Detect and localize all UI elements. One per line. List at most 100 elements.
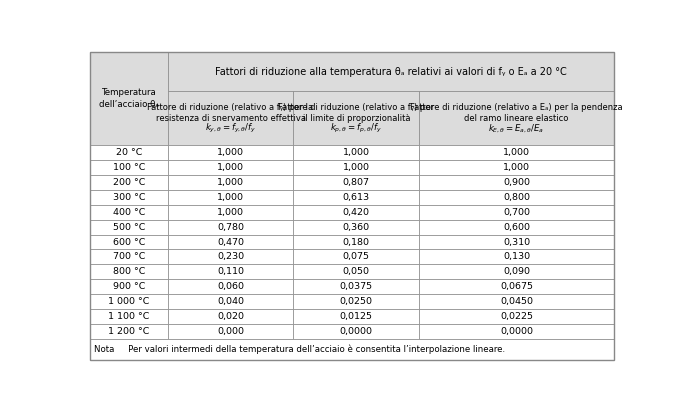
Bar (419, 160, 614, 175)
Text: 0,613: 0,613 (343, 193, 370, 202)
Text: 0,900: 0,900 (503, 178, 530, 187)
Text: 0,075: 0,075 (343, 252, 370, 261)
Bar (168, 294, 293, 309)
Bar (168, 145, 293, 160)
Bar (90, 160, 168, 175)
Text: 1,000: 1,000 (503, 163, 530, 172)
Text: 0,0225: 0,0225 (500, 312, 533, 321)
Text: 0,700: 0,700 (503, 208, 530, 217)
Bar (293, 160, 419, 175)
Text: $k_{E,\theta} = E_{a,\theta}/E_a$: $k_{E,\theta} = E_{a,\theta}/E_a$ (488, 123, 545, 135)
Bar (293, 190, 419, 205)
Text: 0,000: 0,000 (217, 327, 244, 336)
Bar (90, 264, 168, 279)
Bar (293, 309, 419, 324)
Text: Fattore di riduzione (relativo a fᵧ) per la: Fattore di riduzione (relativo a fᵧ) per… (148, 103, 313, 112)
Bar (293, 249, 419, 264)
Bar (168, 234, 293, 249)
Bar (90, 220, 168, 234)
Bar (168, 279, 293, 294)
Bar (419, 220, 614, 234)
Bar (419, 205, 614, 220)
Text: 1,000: 1,000 (217, 178, 244, 187)
Text: 1 200 °C: 1 200 °C (109, 327, 150, 336)
Bar (168, 309, 293, 324)
Bar (293, 294, 419, 309)
Text: 0,600: 0,600 (503, 223, 530, 232)
Text: 0,0125: 0,0125 (340, 312, 373, 321)
Bar (90, 339, 614, 360)
Bar (419, 279, 614, 294)
Bar (293, 264, 419, 279)
Text: 0,470: 0,470 (217, 238, 244, 247)
Bar (168, 52, 614, 91)
Text: 0,090: 0,090 (503, 267, 530, 276)
Text: 0,360: 0,360 (343, 223, 370, 232)
Text: 900 °C: 900 °C (113, 282, 145, 291)
Text: Fattori di riduzione alla temperatura θₐ relativi ai valori di fᵧ o Eₐ a 20 °C: Fattori di riduzione alla temperatura θₐ… (215, 67, 567, 77)
Bar (168, 91, 293, 145)
Text: 0,0000: 0,0000 (500, 327, 533, 336)
Text: 0,230: 0,230 (217, 252, 244, 261)
Bar (168, 160, 293, 175)
Bar (90, 249, 168, 264)
Bar (168, 205, 293, 220)
Text: 600 °C: 600 °C (113, 238, 145, 247)
Bar (419, 294, 614, 309)
Text: 1,000: 1,000 (343, 148, 370, 157)
Bar (90, 234, 168, 249)
Text: 0,800: 0,800 (503, 193, 530, 202)
Bar (419, 190, 614, 205)
Text: 1,000: 1,000 (343, 163, 370, 172)
Bar (90, 145, 168, 160)
Text: 0,0000: 0,0000 (340, 327, 373, 336)
Bar (419, 249, 614, 264)
Text: $k_{y,\theta} = f_{y,\theta}/f_y$: $k_{y,\theta} = f_{y,\theta}/f_y$ (205, 122, 256, 135)
Text: 1,000: 1,000 (503, 148, 530, 157)
Text: 0,020: 0,020 (217, 312, 244, 321)
Text: 1,000: 1,000 (217, 208, 244, 217)
Text: del ramo lineare elastico: del ramo lineare elastico (464, 114, 569, 123)
Bar (293, 220, 419, 234)
Text: $k_{p,\theta} = f_{p,\theta}/f_y$: $k_{p,\theta} = f_{p,\theta}/f_y$ (330, 122, 382, 135)
Text: 700 °C: 700 °C (113, 252, 145, 261)
Text: 0,807: 0,807 (343, 178, 370, 187)
Bar (90, 205, 168, 220)
Bar (168, 220, 293, 234)
Bar (293, 91, 419, 145)
Text: 800 °C: 800 °C (113, 267, 145, 276)
Bar (90, 309, 168, 324)
Text: 20 °C: 20 °C (115, 148, 142, 157)
Text: 300 °C: 300 °C (113, 193, 145, 202)
Text: 0,060: 0,060 (217, 282, 244, 291)
Bar (168, 190, 293, 205)
Bar (168, 249, 293, 264)
Bar (90, 190, 168, 205)
Bar (293, 205, 419, 220)
Bar (419, 234, 614, 249)
Bar (168, 264, 293, 279)
Text: 400 °C: 400 °C (113, 208, 145, 217)
Text: 0,0375: 0,0375 (339, 282, 373, 291)
Text: 0,040: 0,040 (217, 297, 244, 306)
Text: 0,420: 0,420 (343, 208, 370, 217)
Bar (168, 324, 293, 339)
Text: 1 000 °C: 1 000 °C (109, 297, 150, 306)
Text: 0,0250: 0,0250 (340, 297, 373, 306)
Text: 1 100 °C: 1 100 °C (109, 312, 150, 321)
Text: 0,780: 0,780 (217, 223, 244, 232)
Text: resistenza di snervamento effettiva: resistenza di snervamento effettiva (155, 114, 306, 123)
Text: Temperatura: Temperatura (102, 88, 156, 97)
Text: il limite di proporzionalità: il limite di proporzionalità (302, 114, 410, 123)
Text: Fattore di riduzione (relativo a Eₐ) per la pendenza: Fattore di riduzione (relativo a Eₐ) per… (410, 103, 623, 112)
Text: Nota     Per valori intermedi della temperatura dell’acciaio è consentita l’inte: Nota Per valori intermedi della temperat… (94, 344, 506, 354)
Text: 0,310: 0,310 (503, 238, 530, 247)
Bar (293, 175, 419, 190)
Bar (168, 175, 293, 190)
Text: 500 °C: 500 °C (113, 223, 145, 232)
Text: 0,180: 0,180 (343, 238, 370, 247)
Bar (419, 324, 614, 339)
Bar (293, 145, 419, 160)
Bar (90, 324, 168, 339)
Bar (293, 279, 419, 294)
